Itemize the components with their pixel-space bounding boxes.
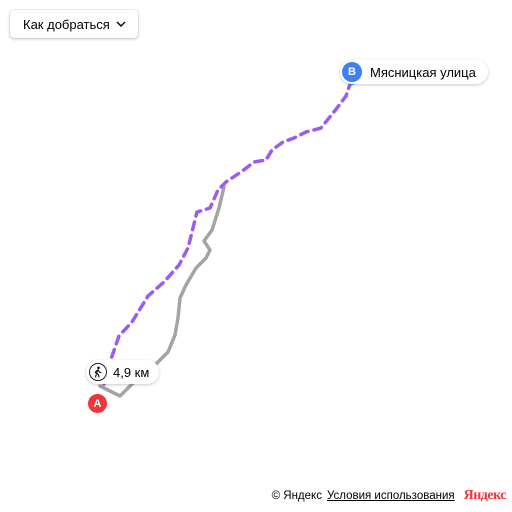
start-marker-pin[interactable]: A xyxy=(88,394,107,413)
route-distance: 4,9 км xyxy=(113,364,150,380)
copyright-text: © Яндекс xyxy=(271,490,322,502)
end-marker-pin[interactable]: B xyxy=(342,62,362,82)
destination-marker-label[interactable]: B Мясницкая улица xyxy=(340,60,488,84)
destination-name: Мясницкая улица xyxy=(370,64,476,80)
route-button-label: Как добраться xyxy=(23,16,110,32)
route-button[interactable]: Как добраться xyxy=(10,10,138,38)
pedestrian-icon xyxy=(89,363,107,381)
route-distance-badge[interactable]: 4,9 км xyxy=(86,360,160,384)
chevron-down-icon xyxy=(116,21,126,27)
map-footer: © Яндекс Условия использования Яндекс xyxy=(271,488,507,504)
primary-route-line[interactable] xyxy=(102,78,354,386)
yandex-logo[interactable]: Яндекс xyxy=(463,488,507,503)
terms-link[interactable]: Условия использования xyxy=(326,490,455,502)
